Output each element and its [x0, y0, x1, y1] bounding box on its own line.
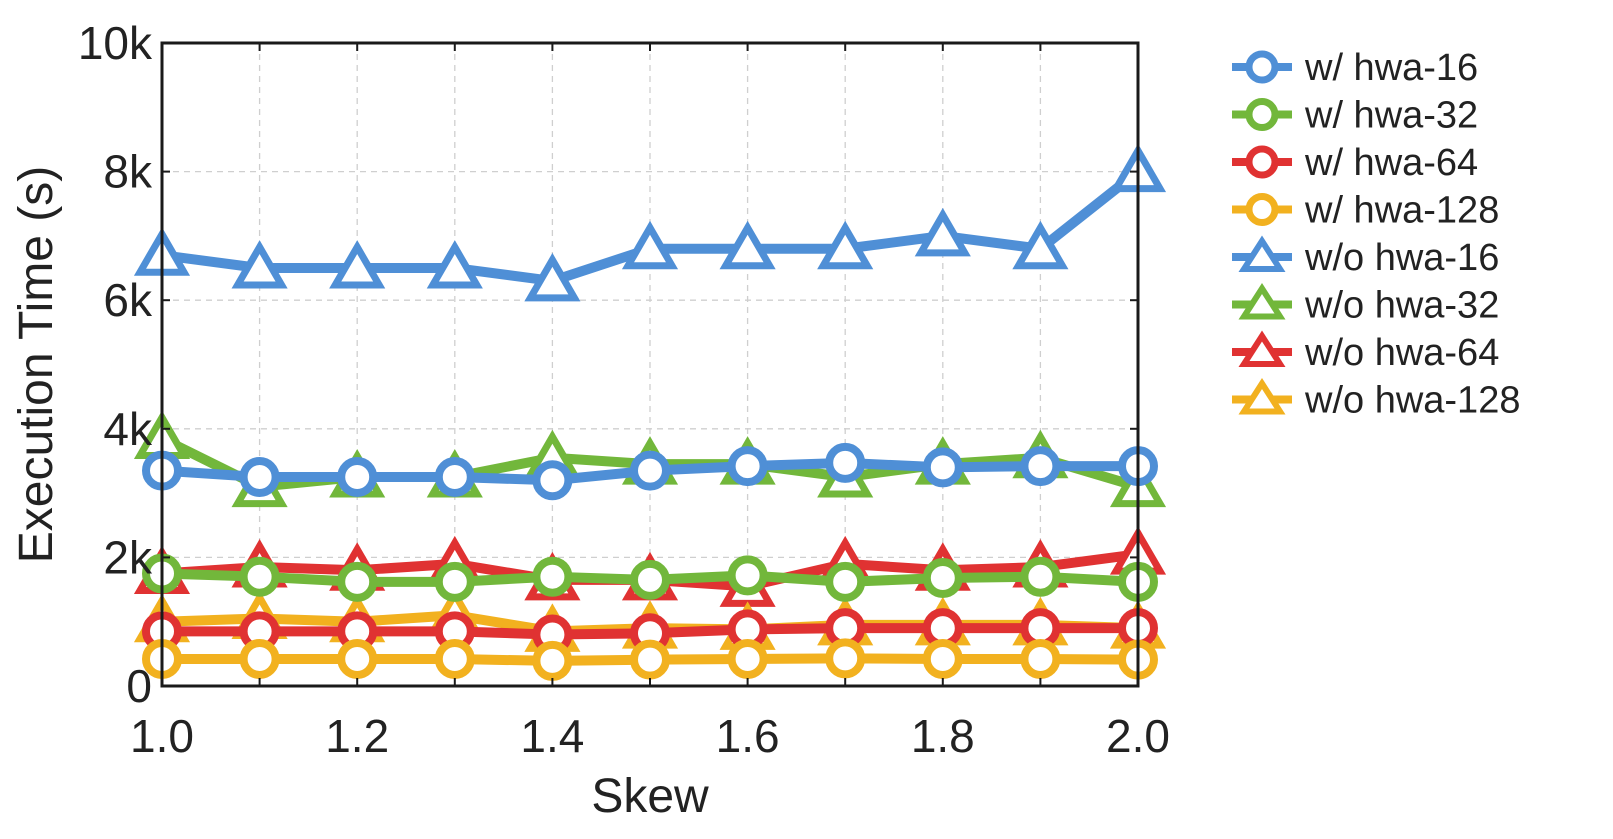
legend-label: w/o hwa-64 — [1304, 332, 1499, 374]
legend-item: w/ hwa-64 — [1232, 142, 1478, 184]
data-point — [825, 638, 866, 679]
y-tick-label: 0 — [126, 660, 152, 712]
data-point — [1020, 446, 1061, 487]
data-point — [630, 450, 670, 491]
data-point — [825, 561, 866, 602]
data-point — [630, 559, 670, 600]
legend-item: w/ hwa-16 — [1232, 47, 1478, 89]
data-point — [1020, 556, 1061, 597]
axes-layer: Skew Execution Time (s) — [10, 41, 1140, 823]
data-point — [727, 446, 768, 487]
data-point — [434, 457, 475, 498]
legend-item: w/o hwa-128 — [1232, 377, 1520, 422]
y-tick-label: 8k — [103, 146, 153, 198]
data-point — [239, 556, 280, 597]
data-point — [329, 240, 386, 289]
data-point — [922, 557, 963, 598]
data-point — [337, 638, 378, 679]
series-w-hwa-128 — [142, 638, 1158, 681]
x-tick-label: 1.8 — [911, 710, 975, 762]
legend-triangle-marker — [1238, 330, 1286, 367]
data-point — [922, 447, 963, 488]
legend-circle-marker — [1245, 98, 1279, 131]
legend-circle-marker — [1245, 50, 1279, 84]
data-point — [337, 457, 378, 498]
series-w-o-hwa-16 — [133, 143, 1167, 302]
legend-item: w/o hwa-32 — [1232, 282, 1499, 327]
legend-triangle-marker — [1238, 377, 1286, 415]
series-layer — [133, 143, 1167, 681]
data-point — [532, 460, 573, 501]
x-tick-label: 1.4 — [520, 710, 584, 762]
y-tick-label: 2k — [103, 531, 153, 583]
legend-triangle-marker — [1238, 282, 1286, 320]
legend-label: w/ hwa-16 — [1304, 47, 1478, 89]
y-tick-label: 6k — [103, 274, 153, 326]
legend-label: w/o hwa-32 — [1304, 285, 1499, 327]
data-point — [426, 240, 483, 289]
legend-label: w/o hwa-128 — [1304, 380, 1520, 422]
data-point — [239, 457, 280, 498]
data-point — [524, 252, 581, 302]
data-point — [239, 638, 280, 679]
legend: w/ hwa-16 w/ hwa-32 w/ hwa-64 w/ hwa-128 w/o… — [1232, 47, 1520, 422]
data-point — [1020, 638, 1061, 679]
legend-item: w/o hwa-64 — [1232, 330, 1499, 374]
data-point — [825, 442, 866, 483]
data-point — [1012, 220, 1069, 270]
data-point — [532, 640, 573, 681]
legend-triangle-marker — [1238, 235, 1286, 272]
x-tick-label: 1.2 — [325, 710, 389, 762]
legend-item: w/ hwa-128 — [1232, 190, 1499, 232]
x-axis-title: Skew — [591, 770, 709, 823]
data-point — [337, 561, 378, 602]
legend-circle-marker — [1245, 193, 1279, 226]
data-point — [922, 638, 963, 679]
legend-label: w/ hwa-64 — [1304, 142, 1478, 184]
data-point — [532, 556, 573, 597]
data-point — [727, 555, 768, 596]
data-point — [621, 220, 679, 270]
data-point — [727, 638, 768, 679]
y-tick-label: 10k — [78, 17, 153, 69]
data-point — [434, 561, 475, 602]
legend-label: w/ hwa-128 — [1304, 190, 1499, 232]
data-point — [434, 638, 475, 679]
data-point — [231, 240, 288, 289]
legend-item: w/o hwa-16 — [1232, 235, 1499, 279]
series-w-hwa-16 — [142, 442, 1158, 501]
data-point — [719, 220, 776, 270]
legend-label: w/ hwa-32 — [1304, 95, 1478, 137]
data-point — [630, 639, 670, 680]
y-axis-title: Execution Time (s) — [10, 166, 63, 563]
x-tick-label: 1.0 — [130, 710, 194, 762]
y-tick-label: 4k — [103, 403, 153, 455]
x-tick-label: 2.0 — [1106, 710, 1170, 762]
data-point — [914, 207, 971, 257]
data-point — [817, 220, 874, 270]
legend-item: w/ hwa-32 — [1232, 95, 1478, 137]
x-tick-label: 1.6 — [716, 710, 780, 762]
legend-label: w/o hwa-16 — [1304, 237, 1499, 279]
legend-circle-marker — [1245, 145, 1279, 179]
ticks-layer: 0 2k 4k 6k 8k 10k 1.0 1.2 1.4 1.6 1.8 2.0 — [78, 17, 1170, 762]
